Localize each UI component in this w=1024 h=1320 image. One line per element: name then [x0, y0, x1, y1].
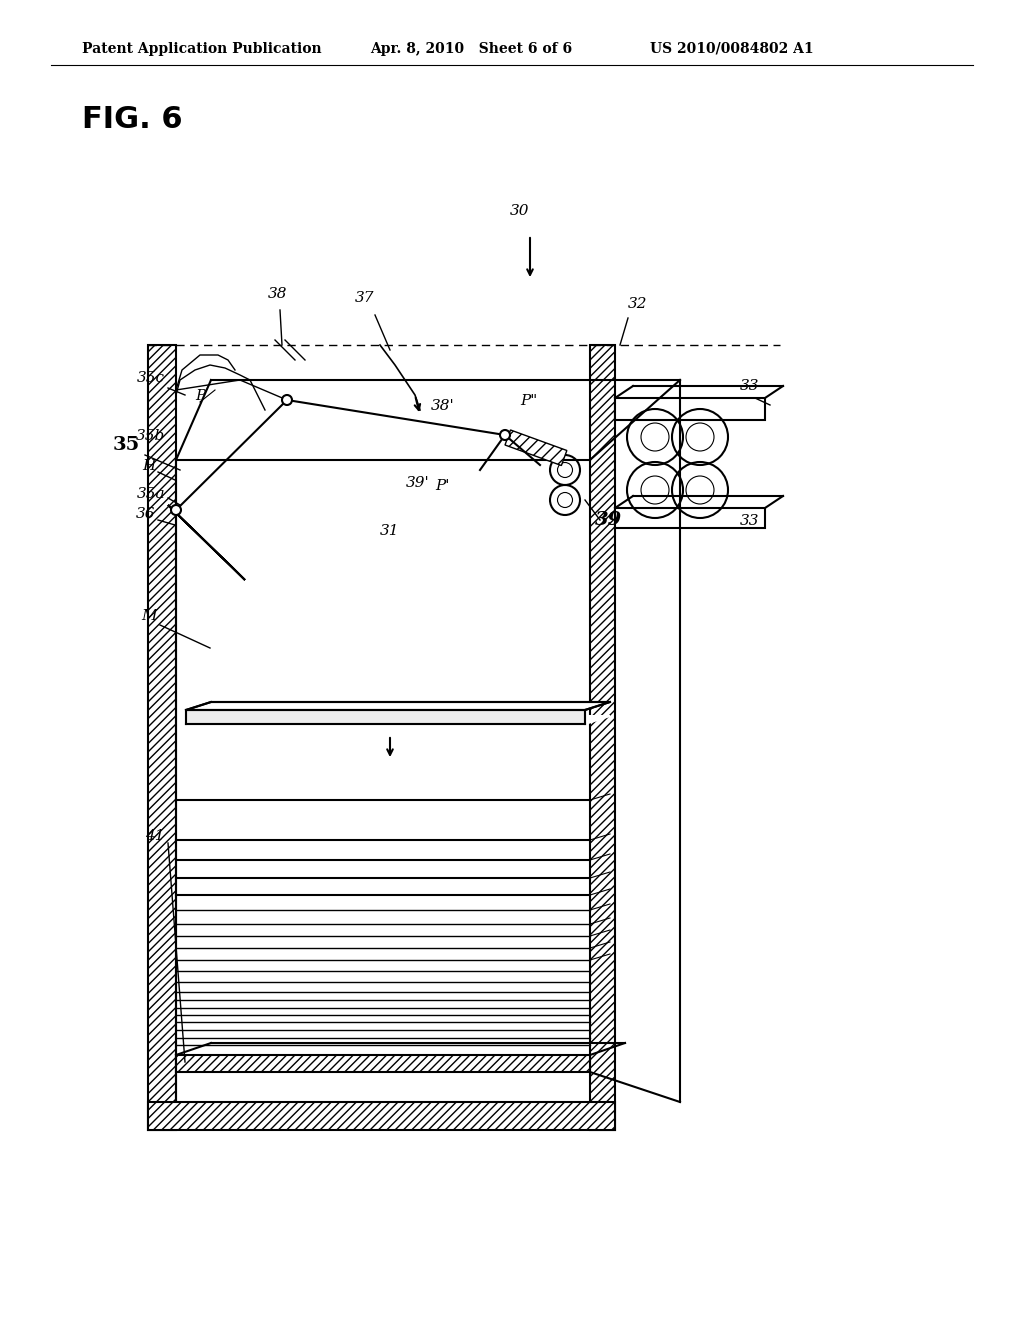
Text: 39: 39 — [595, 511, 623, 529]
Bar — [148, 1102, 615, 1130]
Polygon shape — [168, 506, 245, 579]
Bar — [148, 345, 176, 1130]
Polygon shape — [186, 710, 585, 723]
Text: 30: 30 — [510, 205, 529, 218]
Text: 39': 39' — [407, 477, 430, 490]
Text: US 2010/0084802 A1: US 2010/0084802 A1 — [650, 42, 814, 55]
Text: 37: 37 — [355, 290, 375, 305]
Polygon shape — [186, 702, 610, 710]
Text: M: M — [141, 609, 157, 623]
Text: Patent Application Publication: Patent Application Publication — [82, 42, 322, 55]
Text: 33: 33 — [740, 513, 760, 528]
Text: P": P" — [520, 393, 538, 408]
Text: P: P — [195, 389, 205, 403]
Bar — [505, 430, 567, 466]
Bar — [176, 1055, 590, 1072]
Circle shape — [171, 506, 181, 515]
Text: 38': 38' — [431, 399, 455, 413]
Text: 35b: 35b — [136, 429, 165, 444]
Circle shape — [500, 430, 510, 440]
Text: 38: 38 — [268, 286, 288, 301]
Bar — [615, 399, 765, 420]
Text: P': P' — [435, 479, 450, 492]
Text: FIG. 6: FIG. 6 — [82, 106, 182, 135]
Bar — [615, 508, 765, 528]
Text: 35a: 35a — [136, 487, 165, 502]
Polygon shape — [186, 715, 610, 723]
Circle shape — [282, 395, 292, 405]
Text: 33: 33 — [740, 379, 760, 393]
Text: 36: 36 — [135, 507, 155, 521]
Text: 35: 35 — [113, 436, 140, 454]
Bar — [590, 345, 615, 1130]
Text: Apr. 8, 2010   Sheet 6 of 6: Apr. 8, 2010 Sheet 6 of 6 — [370, 42, 572, 55]
Text: 41: 41 — [145, 829, 165, 843]
Text: 35c: 35c — [137, 371, 165, 385]
Text: H: H — [141, 459, 155, 473]
Text: 32: 32 — [628, 297, 647, 312]
Text: 31: 31 — [380, 524, 399, 539]
